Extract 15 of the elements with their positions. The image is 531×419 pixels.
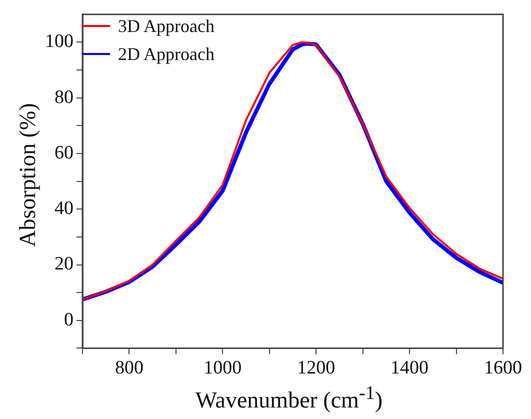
x-tick-label: 800 — [114, 358, 144, 379]
legend-label: 3D Approach — [118, 16, 214, 36]
y-axis-title: Absorption (%) — [15, 103, 41, 247]
x-tick-label: 1200 — [297, 358, 336, 379]
x-axis-title: Wavenumber (cm$^{-1}$) — [194, 383, 384, 414]
y-tick-label: 40 — [54, 198, 74, 220]
y-tick-label: 80 — [54, 86, 74, 108]
y-tick-label: 0 — [64, 309, 74, 330]
legend-label: 2D Approach — [118, 44, 214, 64]
x-tick-label: 1000 — [204, 358, 242, 379]
x-tick-label: 1600 — [484, 358, 522, 379]
y-tick-label: 100 — [45, 31, 74, 52]
y-tick-label: 20 — [54, 254, 74, 275]
x-tick-label: 1400 — [390, 358, 429, 379]
y-tick-label: 60 — [54, 142, 74, 164]
